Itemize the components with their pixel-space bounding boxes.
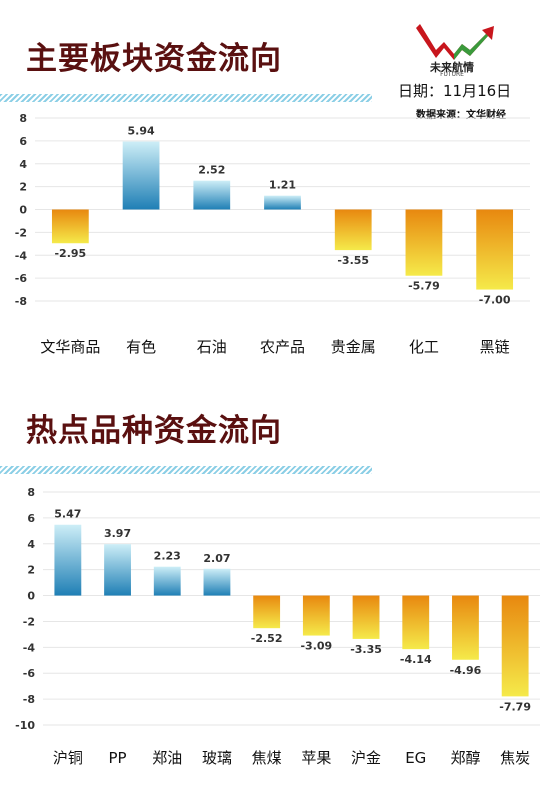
y-tick-label: -6 bbox=[15, 272, 28, 285]
bar-农产品 bbox=[264, 195, 301, 210]
title-stripe-decoration bbox=[0, 94, 372, 102]
hot-variety-chart-title: 热点品种资金流向 bbox=[26, 413, 282, 449]
data-label: -2.95 bbox=[54, 247, 86, 260]
data-label: -4.96 bbox=[450, 664, 482, 677]
bar-PP bbox=[104, 544, 131, 596]
x-category-label: 苹果 bbox=[301, 749, 331, 767]
y-tick-label: 0 bbox=[19, 204, 27, 217]
x-category-label: 农产品 bbox=[260, 338, 305, 356]
data-label: -3.55 bbox=[337, 254, 369, 267]
y-tick-label: 6 bbox=[27, 512, 35, 525]
data-label: -3.35 bbox=[350, 643, 382, 656]
data-label: 2.23 bbox=[154, 550, 181, 563]
x-category-label: 焦炭 bbox=[500, 749, 530, 767]
y-tick-label: -6 bbox=[23, 667, 36, 680]
x-category-label: 石油 bbox=[197, 338, 227, 356]
sector-flow-chart: 8 6 4 2 0 -2 -4 -6 -8 -2.95 文华商品 5.94 有色 2.52 石油 1.21 农产… bbox=[15, 112, 530, 356]
x-category-label: 文华商品 bbox=[40, 338, 100, 356]
future-logo-icon bbox=[416, 24, 494, 60]
sector-chart-title: 主要板块资金流向 bbox=[26, 41, 282, 77]
data-label: 1.21 bbox=[269, 179, 296, 192]
y-tick-label: -2 bbox=[15, 226, 27, 239]
data-source-label: 数据来源：文华财经 bbox=[416, 110, 506, 121]
bar-化工 bbox=[405, 209, 443, 276]
hot-variety-flow-chart: 8 6 4 2 0 -2 -4 -6 -8 -10 5.47 沪铜 3.97 PP 2.23 郑油 2.07 玻璃… bbox=[15, 486, 540, 767]
bar-黑链 bbox=[476, 209, 514, 290]
y-tick-label: -4 bbox=[23, 641, 36, 654]
y-tick-label: 8 bbox=[27, 486, 35, 499]
x-category-label: 黑链 bbox=[480, 338, 510, 356]
bar-郑油 bbox=[153, 566, 181, 596]
x-category-label: 有色 bbox=[126, 338, 156, 356]
x-category-label: 贵金属 bbox=[331, 338, 376, 356]
y-tick-label: -8 bbox=[15, 295, 27, 308]
data-label: -3.09 bbox=[300, 640, 332, 653]
y-tick-label: 6 bbox=[19, 135, 27, 148]
data-label: -5.79 bbox=[408, 280, 440, 293]
data-label: 2.52 bbox=[198, 164, 225, 177]
data-label: 5.47 bbox=[54, 508, 81, 521]
bar-有色 bbox=[122, 141, 160, 210]
bar-焦煤 bbox=[253, 595, 281, 629]
bar-郑醇 bbox=[452, 595, 479, 660]
y-tick-label: 2 bbox=[27, 564, 35, 577]
y-tick-label: 4 bbox=[19, 158, 27, 171]
bar-沪金 bbox=[352, 595, 380, 639]
brand-subtitle: FUTURE bbox=[440, 71, 464, 78]
x-category-label: 玻璃 bbox=[202, 749, 232, 767]
x-category-label: 焦煤 bbox=[252, 749, 282, 767]
title-stripe-decoration bbox=[0, 466, 372, 474]
data-label: -7.79 bbox=[499, 700, 531, 713]
bar-贵金属 bbox=[334, 209, 372, 251]
x-category-label: 郑油 bbox=[152, 749, 182, 767]
bar-石油 bbox=[193, 180, 231, 210]
data-label: -7.00 bbox=[479, 294, 511, 307]
data-label: 3.97 bbox=[104, 527, 131, 540]
bar-玻璃 bbox=[203, 568, 231, 596]
x-category-label: PP bbox=[109, 749, 127, 767]
bar-焦炭 bbox=[501, 595, 529, 697]
y-tick-label: 0 bbox=[27, 590, 35, 603]
x-category-label: 郑醇 bbox=[450, 749, 480, 767]
y-tick-label: -10 bbox=[15, 719, 35, 732]
bar-沪铜 bbox=[54, 524, 82, 596]
data-label: 2.07 bbox=[203, 552, 230, 565]
y-tick-label: -2 bbox=[23, 615, 35, 628]
data-label: -4.14 bbox=[400, 653, 432, 666]
y-tick-label: -4 bbox=[15, 249, 28, 262]
date-label: 日期：11月16日 bbox=[398, 82, 512, 100]
brand-name: 未来航情 bbox=[430, 61, 474, 74]
y-tick-label: 4 bbox=[27, 538, 35, 551]
x-category-label: EG bbox=[405, 749, 426, 767]
x-category-label: 沪金 bbox=[351, 749, 381, 767]
bar-苹果 bbox=[302, 595, 330, 636]
y-tick-label: 8 bbox=[19, 112, 27, 125]
bar-文华商品 bbox=[51, 209, 89, 244]
data-label: -2.52 bbox=[251, 632, 283, 645]
y-tick-label: 2 bbox=[19, 181, 27, 194]
bar-EG bbox=[402, 595, 430, 650]
x-category-label: 化工 bbox=[409, 338, 439, 356]
y-tick-label: -8 bbox=[23, 693, 35, 706]
x-category-label: 沪铜 bbox=[53, 749, 83, 767]
data-label: 5.94 bbox=[128, 125, 155, 138]
